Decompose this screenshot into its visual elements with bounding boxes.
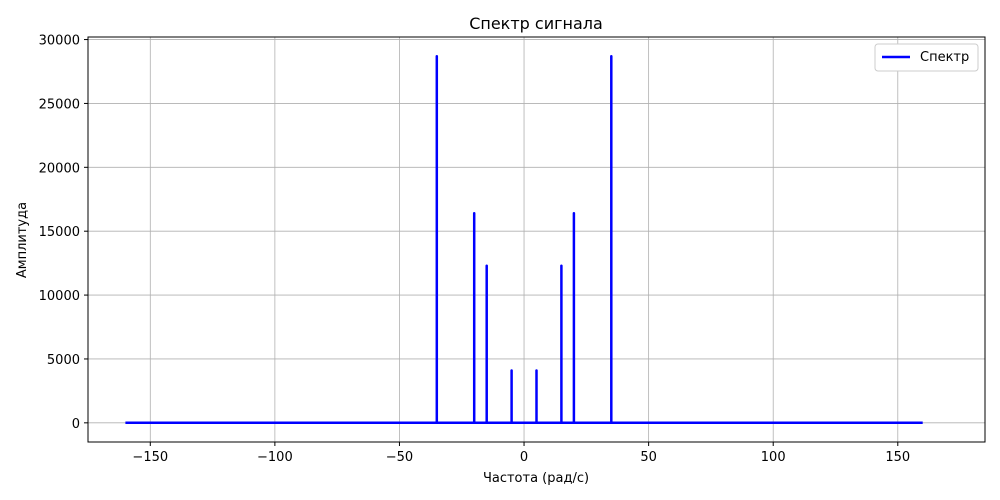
y-axis-label: Амплитуда — [15, 202, 30, 278]
x-tick-label: 0 — [520, 450, 528, 465]
y-tick-label: 5000 — [47, 353, 80, 368]
y-tick-label: 0 — [72, 417, 80, 432]
y-tick-label: 25000 — [39, 97, 80, 112]
x-tick-label: −150 — [132, 450, 168, 465]
y-tick-label: 20000 — [39, 161, 80, 176]
y-axis-ticks: 0 5000 10000 15000 20000 25000 30000 — [39, 34, 88, 432]
legend-label-spectrum: Спектр — [920, 50, 969, 65]
y-tick-label: 10000 — [39, 289, 80, 304]
legend: Спектр — [874, 43, 979, 72]
x-tick-label: −50 — [386, 450, 413, 465]
series-layer — [125, 54, 923, 425]
x-tick-label: 50 — [640, 450, 657, 465]
chart-title: Спектр сигнала — [469, 14, 603, 33]
x-tick-label: 150 — [885, 450, 910, 465]
x-axis-label: Частота (рад/с) — [483, 471, 589, 486]
x-axis-ticks: −150 −100 −50 0 50 100 150 — [132, 442, 910, 465]
y-tick-label: 15000 — [39, 225, 80, 240]
x-tick-label: −100 — [257, 450, 293, 465]
y-tick-label: 30000 — [39, 34, 80, 49]
plot-frame — [87, 36, 986, 443]
series-line-spectrum — [125, 54, 923, 425]
x-tick-label: 100 — [761, 450, 786, 465]
legend-box — [874, 43, 979, 72]
grid — [88, 37, 985, 442]
